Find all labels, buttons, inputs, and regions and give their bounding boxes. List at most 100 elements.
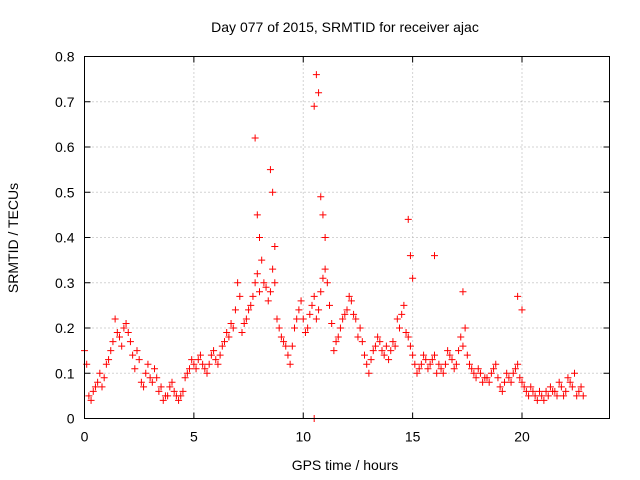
data-point bbox=[221, 338, 228, 346]
data-point bbox=[251, 279, 259, 287]
chart-title: Day 077 of 2015, SRMTID for receiver aja… bbox=[211, 19, 479, 35]
grid-lines bbox=[84, 56, 610, 419]
data-point bbox=[577, 383, 585, 391]
data-point bbox=[492, 360, 500, 368]
y-tick-label: 0.4 bbox=[55, 230, 75, 246]
data-point bbox=[435, 360, 443, 368]
data-point bbox=[336, 324, 344, 332]
data-point bbox=[105, 356, 113, 364]
data-point bbox=[161, 392, 169, 400]
data-point bbox=[367, 356, 375, 364]
data-point bbox=[369, 347, 377, 355]
data-point bbox=[100, 374, 108, 382]
x-tick-label: 20 bbox=[514, 429, 530, 445]
data-point bbox=[431, 351, 438, 359]
y-tick-label: 0.1 bbox=[55, 365, 75, 381]
data-point bbox=[389, 338, 397, 346]
data-point bbox=[201, 365, 209, 373]
data-point bbox=[527, 383, 535, 391]
data-point bbox=[347, 297, 355, 305]
data-point bbox=[358, 338, 366, 346]
data-point bbox=[341, 310, 349, 318]
data-point bbox=[415, 365, 423, 373]
data-point bbox=[247, 301, 255, 309]
data-point bbox=[428, 356, 436, 364]
data-point bbox=[378, 347, 386, 355]
data-point bbox=[498, 387, 506, 395]
data-point bbox=[568, 383, 576, 391]
data-point bbox=[516, 374, 524, 382]
data-point bbox=[330, 347, 338, 355]
data-point bbox=[387, 347, 395, 355]
data-point bbox=[573, 392, 581, 400]
data-point bbox=[352, 315, 360, 323]
data-point bbox=[496, 383, 504, 391]
data-point bbox=[441, 360, 449, 368]
data-point bbox=[312, 71, 320, 79]
data-point bbox=[291, 324, 298, 332]
data-point bbox=[238, 329, 246, 337]
data-point bbox=[89, 387, 97, 395]
y-tick-label: 0.8 bbox=[55, 49, 75, 65]
y-tick-label: 0.3 bbox=[55, 275, 75, 291]
x-tick-label: 5 bbox=[190, 429, 198, 445]
data-point bbox=[297, 297, 305, 305]
data-point bbox=[301, 329, 309, 337]
data-point bbox=[507, 378, 515, 386]
data-point bbox=[122, 319, 130, 327]
data-point bbox=[536, 387, 543, 395]
data-point bbox=[365, 369, 373, 377]
data-point bbox=[142, 369, 150, 377]
y-tick-label: 0.5 bbox=[55, 184, 75, 200]
data-point bbox=[459, 342, 467, 350]
data-point bbox=[240, 319, 248, 327]
data-point bbox=[225, 333, 233, 341]
data-point bbox=[374, 333, 382, 341]
data-point bbox=[461, 324, 469, 332]
data-point bbox=[321, 265, 329, 273]
data-point bbox=[487, 369, 495, 377]
data-point bbox=[140, 383, 148, 391]
data-point bbox=[538, 392, 546, 400]
data-point bbox=[266, 166, 274, 174]
data-point bbox=[511, 365, 519, 373]
data-point bbox=[363, 360, 371, 368]
data-point bbox=[466, 360, 473, 368]
data-point bbox=[404, 333, 412, 341]
data-points bbox=[81, 71, 587, 422]
data-point bbox=[304, 324, 312, 332]
data-point bbox=[385, 356, 393, 364]
data-point bbox=[256, 234, 263, 241]
data-point bbox=[518, 378, 526, 386]
data-point bbox=[286, 360, 294, 368]
data-point bbox=[151, 365, 158, 373]
data-point bbox=[402, 329, 410, 337]
data-point bbox=[459, 288, 467, 296]
data-point bbox=[253, 270, 261, 278]
data-point bbox=[533, 396, 541, 404]
data-point bbox=[468, 365, 476, 373]
data-point bbox=[457, 333, 465, 341]
data-point bbox=[579, 392, 587, 400]
data-point bbox=[218, 342, 226, 350]
data-point bbox=[332, 338, 340, 346]
data-point bbox=[186, 365, 193, 373]
data-point bbox=[120, 324, 128, 332]
data-point bbox=[319, 211, 327, 219]
data-point bbox=[137, 378, 145, 386]
data-point bbox=[116, 333, 123, 341]
data-point bbox=[326, 301, 333, 309]
data-point bbox=[266, 288, 274, 296]
data-point bbox=[455, 347, 463, 355]
data-point bbox=[175, 396, 183, 404]
data-point bbox=[207, 351, 215, 359]
data-point bbox=[190, 360, 198, 368]
data-point bbox=[166, 383, 174, 391]
data-point bbox=[111, 315, 119, 323]
axis-ticks bbox=[84, 56, 610, 419]
data-point bbox=[426, 360, 434, 368]
data-point bbox=[339, 315, 347, 323]
data-point bbox=[251, 134, 259, 142]
data-point bbox=[472, 374, 480, 382]
data-point bbox=[98, 383, 106, 391]
